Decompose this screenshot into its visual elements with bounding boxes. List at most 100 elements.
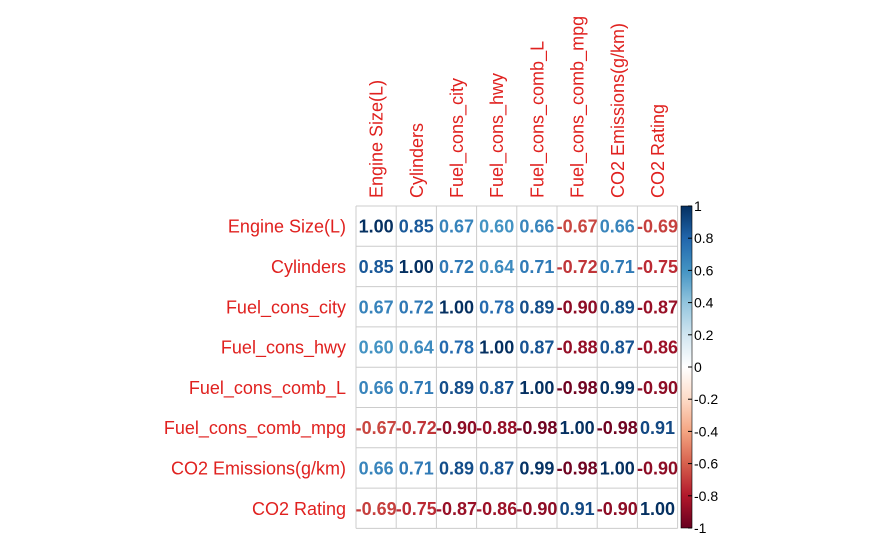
cell-value-label: -0.69 [356, 499, 397, 519]
row-label: Engine Size(L) [228, 217, 346, 237]
row-label: Fuel_cons_comb_mpg [164, 418, 346, 439]
cell-value-label: 1.00 [399, 257, 434, 277]
cell-value-label: 0.89 [439, 458, 474, 478]
cell-value-label: -0.90 [436, 418, 477, 438]
heatmap-cell [436, 246, 477, 287]
row-label: Fuel_cons_city [226, 297, 346, 318]
heatmap-cell [396, 367, 437, 408]
cell-value-label: 0.66 [359, 458, 394, 478]
heatmap-cell [516, 246, 557, 287]
colorbar-tick-label: -0.8 [694, 488, 718, 504]
row-label: Cylinders [271, 257, 346, 277]
heatmap-cell [557, 286, 598, 327]
colorbar-gradient [681, 206, 692, 528]
colorbar-tick-label: -0.2 [694, 391, 718, 407]
heatmap-cell [356, 407, 397, 448]
cell-value-label: 0.87 [519, 338, 554, 358]
colorbar-tick-label: 0.8 [694, 230, 714, 246]
heatmap-cell [597, 326, 638, 368]
column-label: CO2 Rating [648, 104, 668, 198]
heatmap-cell [557, 206, 598, 247]
cell-value-label: -0.90 [516, 499, 557, 519]
cell-value-label: 0.71 [519, 257, 554, 277]
heatmap-cell [516, 286, 557, 327]
heatmap-cell [396, 206, 437, 247]
cell-value-label: -0.75 [396, 499, 437, 519]
heatmap-cell [557, 367, 598, 408]
column-label: Engine Size(L) [367, 80, 387, 198]
cell-value-label: 0.87 [479, 378, 514, 398]
column-label: Fuel_cons_hwy [487, 73, 508, 198]
heatmap-cell [637, 407, 678, 448]
column-label: Fuel_cons_comb_L [527, 41, 548, 198]
heatmap-cell [516, 326, 557, 368]
heatmap-cell [597, 246, 638, 287]
heatmap-cell [597, 447, 638, 489]
cell-value-label: 0.71 [399, 378, 434, 398]
cell-value-label: 1.00 [560, 418, 595, 438]
column-label: Fuel_cons_city [447, 78, 468, 198]
cell-value-label: -0.72 [396, 418, 437, 438]
heatmap-cell [396, 246, 437, 287]
heatmap-cell [476, 488, 517, 529]
cell-value-label: 0.78 [479, 297, 514, 317]
heatmap-cell [597, 206, 638, 247]
cell-value-label: -0.86 [476, 499, 517, 519]
heatmap-cell [436, 206, 477, 247]
colorbar-tick-label: 0.2 [694, 327, 714, 343]
cell-value-label: 0.71 [600, 257, 635, 277]
cell-value-label: -0.88 [476, 418, 517, 438]
cell-value-label: -0.86 [637, 338, 678, 358]
cell-value-label: -0.98 [557, 458, 598, 478]
heatmap-cell [476, 407, 517, 448]
row-label: Fuel_cons_comb_L [189, 378, 346, 399]
heatmap-cell [557, 488, 598, 529]
column-label: Fuel_cons_comb_mpg [568, 16, 589, 198]
colorbar-tick-label: 0.6 [694, 262, 714, 278]
colorbar-tick-label: -1 [694, 520, 707, 536]
cell-value-label: 0.85 [359, 257, 394, 277]
cell-value-label: 1.00 [439, 297, 474, 317]
heatmap-cell [557, 407, 598, 448]
cell-value-label: 0.72 [399, 297, 434, 317]
cell-value-label: -0.90 [597, 499, 638, 519]
heatmap-cell [356, 447, 397, 489]
cell-value-label: -0.88 [557, 338, 598, 358]
cell-value-label: 0.60 [359, 338, 394, 358]
column-label: Cylinders [407, 123, 427, 198]
cell-value-label: 0.66 [359, 378, 394, 398]
cell-value-label: -0.87 [436, 499, 477, 519]
heatmap-cell [396, 447, 437, 489]
cell-value-label: 0.67 [359, 297, 394, 317]
cell-value-label: -0.98 [597, 418, 638, 438]
row-label: Fuel_cons_hwy [221, 338, 346, 359]
cell-value-label: 0.64 [399, 338, 434, 358]
cell-value-label: 0.66 [519, 217, 554, 237]
heatmap-cell [557, 447, 598, 489]
cell-value-label: -0.98 [516, 418, 557, 438]
cell-value-label: -0.72 [557, 257, 598, 277]
heatmap-cell [396, 488, 437, 529]
heatmap-cell [516, 407, 557, 448]
cell-values: 1.00 0.85 0.67 0.60 0.66 -0.67 0.66 -0.690.85 1.… [356, 217, 678, 519]
heatmap-cell [436, 488, 477, 529]
heatmap-cell [356, 488, 397, 529]
cell-value-label: 0.99 [519, 458, 554, 478]
cell-value-label: 0.78 [439, 338, 474, 358]
cell-value-label: 0.87 [600, 338, 635, 358]
cell-value-label: 0.91 [560, 499, 595, 519]
cell-value-label: 0.89 [600, 297, 635, 317]
cell-value-label: 0.99 [600, 378, 635, 398]
cell-value-label: 1.00 [519, 378, 554, 398]
cell-value-label: 0.64 [479, 257, 514, 277]
heatmap-cell [476, 326, 517, 368]
cell-value-label: -0.69 [637, 217, 678, 237]
heatmap-cell [516, 447, 557, 489]
cell-value-label: 0.72 [439, 257, 474, 277]
cell-value-label: 0.66 [600, 217, 635, 237]
heatmap-cell [637, 447, 678, 489]
cell-value-label: 1.00 [479, 338, 514, 358]
row-labels: Engine Size(L) Cylinders Fuel_cons_city Fue… [164, 217, 346, 519]
heatmap-cell [637, 206, 678, 247]
